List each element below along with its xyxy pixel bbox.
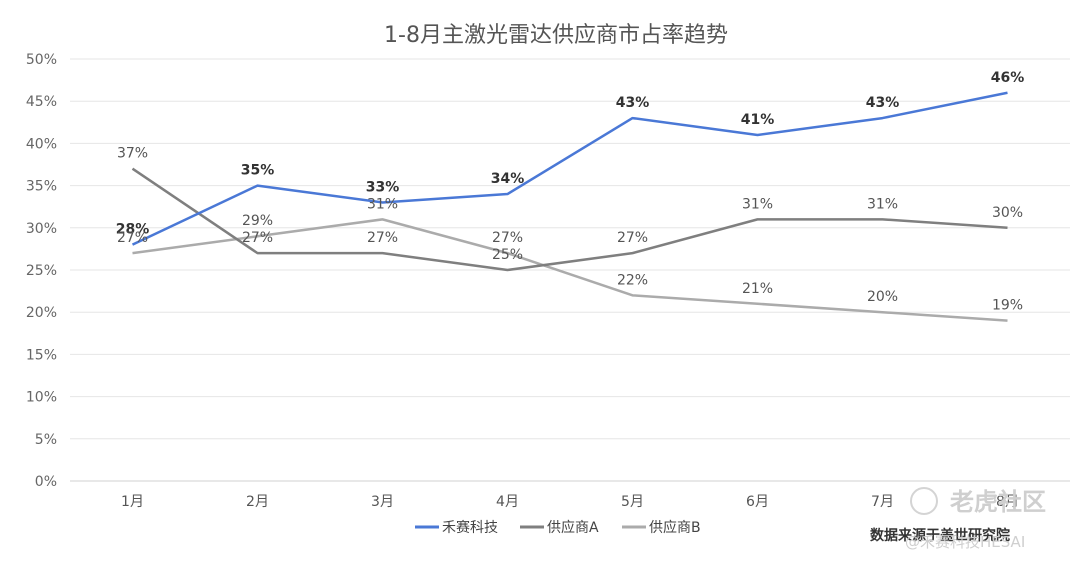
data-label: 21% [742,281,773,297]
data-label: 27% [367,230,398,246]
data-label: 34% [491,171,525,187]
data-label: 31% [367,196,398,212]
x-tick-label: 7月 [871,494,894,510]
y-tick-label: 0% [35,474,57,490]
watermark-handle: @禾赛科技HESAI [905,533,1025,551]
series-line [132,218,1008,322]
y-tick-label: 45% [26,94,57,110]
x-tick-label: 4月 [496,494,519,510]
legend-label: 禾赛科技 [442,520,498,536]
data-label: 27% [117,230,148,246]
data-label: 20% [867,289,898,305]
x-axis: 1月 2月 3月 4月 5月 6月 7月 8月 [121,494,1019,510]
chart-title: 1-8月主激光雷达供应商市占率趋势 [384,23,728,48]
data-label: 41% [741,112,775,128]
data-label: 29% [242,213,273,229]
y-tick-label: 15% [26,347,57,363]
watermark-brand: 老虎社区 [950,488,1046,516]
y-tick-label: 25% [26,263,57,279]
data-label: 33% [366,179,400,195]
x-tick-label: 2月 [246,494,269,510]
y-tick-label: 30% [26,221,57,237]
x-tick-label: 1月 [121,494,144,510]
data-label: 46% [991,70,1025,86]
x-tick-label: 8月 [996,494,1019,510]
data-label: 35% [241,163,275,179]
legend-label: 供应商B [649,519,701,536]
watermark-logo-icon [910,487,938,515]
y-tick-label: 35% [26,179,57,195]
series-line [131,91,1008,246]
data-label: 22% [617,272,648,288]
data-label: 30% [992,205,1023,221]
y-tick-label: 5% [35,432,57,448]
y-axis: 0% 5% 10% 15% 20% 25% 30% 35% 40% 45% 50% [26,52,57,490]
data-label: 25% [492,247,523,263]
data-label: 43% [866,95,900,111]
data-label: 28% [116,222,150,238]
x-tick-label: 3月 [371,494,394,510]
gridlines [70,58,1070,482]
y-tick-label: 50% [26,52,57,68]
x-tick-label: 6月 [746,494,769,510]
data-label: 27% [242,230,273,246]
legend-label: 供应商A [547,519,599,536]
data-label: 27% [492,230,523,246]
series-line [131,167,1008,272]
data-label: 31% [867,196,898,212]
data-label: 43% [616,95,650,111]
watermark: 老虎社区 @禾赛科技HESAI [905,487,1046,551]
data-labels: 28%35%33%34%43%41%43%46%37%27% 27%25%27%3… [116,70,1025,314]
data-label: 31% [742,196,773,212]
y-tick-label: 10% [26,390,57,406]
data-label: 37% [117,146,148,162]
data-label: 19% [992,298,1023,314]
data-label: 27% [617,230,648,246]
legend: 禾赛科技 供应商A 供应商B [415,519,701,536]
y-tick-label: 40% [26,136,57,152]
x-tick-label: 5月 [621,494,644,510]
series-layer [131,91,1008,322]
source-note: 数据来源于盖世研究院 [870,527,1010,544]
y-tick-label: 20% [26,305,57,321]
